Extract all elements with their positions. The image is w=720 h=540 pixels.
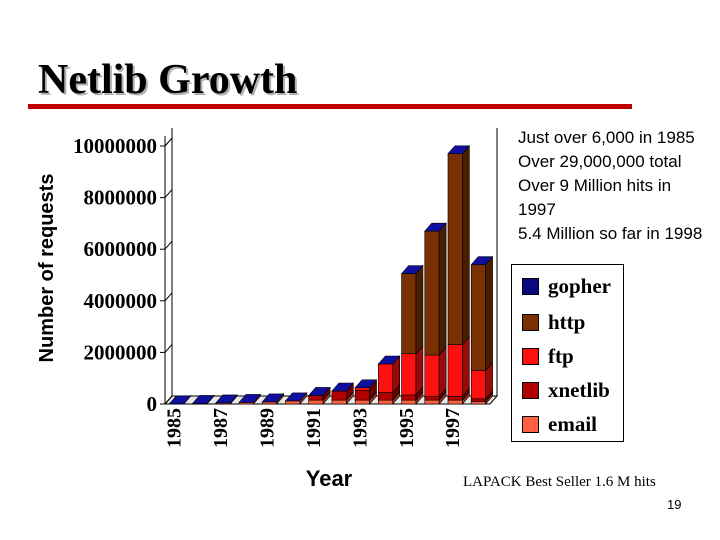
y-tick-label: 4000000 xyxy=(84,289,158,313)
x-tick-label: 1987 xyxy=(210,408,232,448)
y-tick-label: 2000000 xyxy=(84,340,158,364)
legend-item-xnetlib: xnetlib xyxy=(522,377,610,402)
bar-top-1995 xyxy=(400,265,424,275)
note-line: 5.4 Million so far in 1998 xyxy=(518,224,703,243)
bar-top-1986 xyxy=(191,395,215,404)
y-tick-label: 10000000 xyxy=(73,134,157,158)
x-tick-label: 1989 xyxy=(256,408,278,448)
bar-top-1989 xyxy=(261,393,285,403)
y-tick-diag xyxy=(164,344,173,353)
x-axis-title: Year xyxy=(306,466,353,491)
y-tick-diag xyxy=(164,240,173,250)
y-tick-label: 6000000 xyxy=(84,237,158,261)
legend-swatch xyxy=(522,313,539,331)
legend-label: http xyxy=(548,309,586,334)
note-line: Over 9 Million hits in xyxy=(518,176,672,195)
bar-top-1991 xyxy=(308,387,331,396)
bar-top-1988 xyxy=(238,394,262,403)
bar-top-1992 xyxy=(331,382,354,392)
bar-top-1985 xyxy=(168,395,192,405)
y-tick-diag xyxy=(164,189,173,198)
legend-label: xnetlib xyxy=(548,377,610,402)
y-tick-diag xyxy=(164,292,173,302)
x-tick-label: 1995 xyxy=(396,408,418,448)
legend-label: ftp xyxy=(548,343,574,368)
legend-swatch xyxy=(522,415,539,433)
note-line: Over 29,000,000 total xyxy=(518,152,682,171)
legend-label: email xyxy=(548,411,597,436)
y-tick-diag xyxy=(164,137,173,147)
y-tick-label: 8000000 xyxy=(84,186,158,210)
page-number: 19 xyxy=(667,497,682,512)
legend-item-http: http xyxy=(522,309,586,334)
bar-top-1993 xyxy=(354,379,378,389)
x-tick-label: 1997 xyxy=(442,408,464,448)
legend-item-email: email xyxy=(522,411,597,436)
x-tick-label: 1991 xyxy=(303,408,325,448)
y-axis-title: Number of requests xyxy=(36,174,58,363)
legend-item-gopher: gopher xyxy=(522,273,611,298)
footer-note: LAPACK Best Seller 1.6 M hits xyxy=(463,474,656,490)
notes-block: Just over 6,000 in 1985 Over 29,000,000 … xyxy=(518,126,720,246)
bar-top-1996 xyxy=(424,222,447,232)
y-tick-diag xyxy=(164,395,173,405)
bar-top-1994 xyxy=(377,355,401,365)
x-tick-label: 1985 xyxy=(164,408,186,448)
legend-item-ftp: ftp xyxy=(522,343,574,368)
legend-swatch xyxy=(522,347,539,365)
x-tick-label: 1993 xyxy=(349,408,371,448)
bar-top-1987 xyxy=(215,394,238,404)
bar-top-1997 xyxy=(447,145,471,155)
y-tick-label: 0 xyxy=(147,392,158,416)
slide-title: Netlib Growth xyxy=(38,57,298,103)
title-rule xyxy=(28,104,632,109)
note-line: Just over 6,000 in 1985 xyxy=(518,128,695,147)
bar-top-1998 xyxy=(470,256,494,265)
legend-swatch xyxy=(522,381,539,399)
legend-label: gopher xyxy=(548,273,611,298)
bar-top-1990 xyxy=(284,392,308,402)
legend-swatch xyxy=(522,277,539,295)
chart-legend: gopher http ftp xnetlib email xyxy=(511,264,624,442)
note-line: 1997 xyxy=(518,200,556,219)
